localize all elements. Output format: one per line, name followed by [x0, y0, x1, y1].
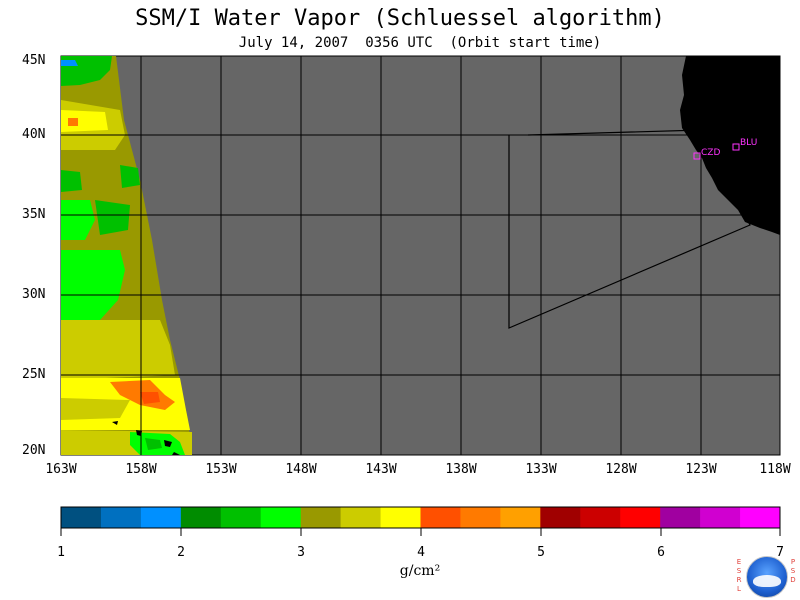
lon-label-143w: 143W	[365, 462, 397, 477]
colorbar-swatch	[420, 507, 461, 528]
lon-label-138w: 138W	[445, 462, 477, 477]
colorbar-swatch	[180, 507, 222, 528]
colorbar-tick-4: 4	[417, 545, 425, 560]
lat-label-40n: 40N	[22, 127, 46, 142]
lon-label-123w: 123W	[685, 462, 717, 477]
lat-label-20n: 20N	[22, 443, 46, 458]
lat-label-25n: 25N	[22, 367, 46, 382]
lon-label-153w: 153W	[205, 462, 237, 477]
colorbar-swatch	[100, 507, 142, 528]
water-vapor-swath	[61, 56, 192, 455]
colorbar-swatch	[300, 507, 342, 528]
colorbar-tick-2: 2	[177, 545, 185, 560]
map-subtitle: July 14, 2007 0356 UTC (Orbit start time…	[238, 35, 602, 51]
colorbar-ticks	[60, 528, 781, 536]
colorbar-swatch	[380, 507, 421, 528]
colorbar-swatch	[220, 507, 262, 528]
colorbar-swatch	[460, 507, 501, 528]
colorbar-swatch	[620, 507, 661, 528]
lon-label-158w: 158W	[125, 462, 157, 477]
lat-label-30n: 30N	[22, 287, 46, 302]
lat-label-45n: 45N	[22, 53, 46, 68]
lon-label-148w: 148W	[285, 462, 317, 477]
colorbar-swatch	[740, 507, 781, 528]
colorbar-swatch	[500, 507, 541, 528]
colorbar-tick-1: 1	[57, 545, 65, 560]
colorbar-swatch	[660, 507, 701, 528]
colorbar-tick-3: 3	[297, 545, 305, 560]
colorbar-swatch	[700, 507, 741, 528]
grid-lines	[61, 56, 780, 455]
station-label-czd: CZD	[701, 148, 721, 158]
station-marker-czd	[693, 152, 701, 160]
noaa-emblem-icon	[746, 556, 788, 598]
colorbar-tick-6: 6	[657, 545, 665, 560]
lat-label-35n: 35N	[22, 207, 46, 222]
map-title: SSM/I Water Vapor (Schluessel algorithm)	[135, 6, 665, 31]
lon-label-118w: 118W	[759, 462, 791, 477]
colorbar-swatch	[540, 507, 581, 528]
land-north-america	[680, 56, 780, 235]
station-label-blu: BLU	[740, 138, 758, 148]
lon-label-128w: 128W	[605, 462, 637, 477]
colorbar-unit-label: g/cm²	[399, 563, 441, 579]
station-marker-blu	[732, 143, 740, 151]
lon-label-163w: 163W	[45, 462, 77, 477]
colorbar-swatch	[260, 507, 302, 528]
colorbar-tick-5: 5	[537, 545, 545, 560]
colorbar-tick-7: 7	[776, 545, 784, 560]
colorbar-swatch	[580, 507, 621, 528]
transect-outline	[508, 129, 751, 329]
lon-label-133w: 133W	[525, 462, 557, 477]
colorbar-swatch	[140, 507, 182, 528]
colorbar	[60, 506, 781, 529]
colorbar-swatch	[61, 507, 102, 528]
colorbar-swatch	[340, 507, 382, 528]
